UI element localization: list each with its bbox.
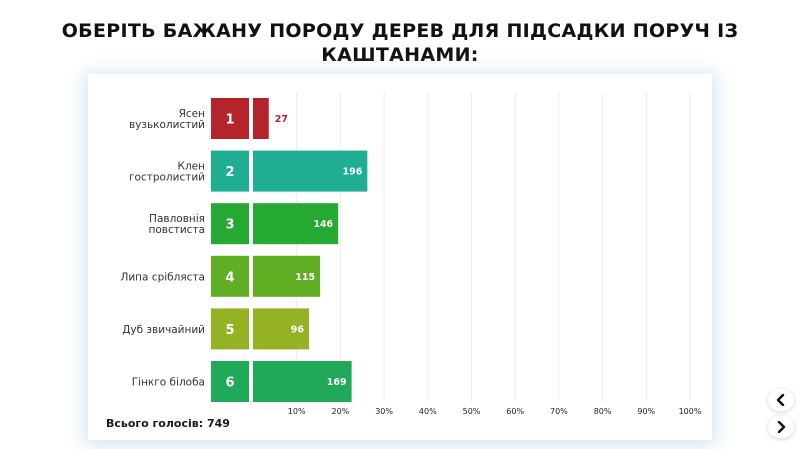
rank-number: 4 <box>225 270 234 285</box>
rank-badge <box>211 203 249 245</box>
x-tick-label: 100% <box>679 407 702 416</box>
chevron-left-icon <box>776 394 785 406</box>
rank-number: 6 <box>225 376 234 391</box>
rank-badge <box>211 98 249 139</box>
chevron-right-icon <box>777 421 786 433</box>
category-label: Дуб звичайний <box>122 324 205 336</box>
bar <box>253 361 352 402</box>
bar <box>253 308 310 350</box>
next-slide-button[interactable] <box>768 416 794 438</box>
bar-value-label: 169 <box>327 377 347 388</box>
bar-value-label: 27 <box>275 114 288 125</box>
x-tick-label: 80% <box>594 407 612 416</box>
x-tick-label: 30% <box>375 407 393 416</box>
rank-number: 5 <box>225 323 234 338</box>
bar <box>253 150 368 192</box>
category-label: Гінкго білоба <box>132 377 205 389</box>
x-tick-label: 60% <box>506 407 524 416</box>
x-tick-label: 70% <box>550 407 568 416</box>
x-tick-label: 10% <box>288 407 306 416</box>
rank-badge <box>211 150 249 192</box>
x-tick-label: 20% <box>332 407 350 416</box>
x-tick-label: 50% <box>463 407 481 416</box>
total-votes: Всього голосів: 749 <box>106 417 230 430</box>
bar <box>253 203 339 245</box>
chart-card <box>88 74 712 440</box>
category-label: Ясен вузьколистий <box>129 108 205 131</box>
x-tick-label: 90% <box>637 407 655 416</box>
rank-number: 1 <box>225 113 234 128</box>
rank-badge <box>211 255 249 297</box>
x-tick-label: 40% <box>419 407 437 416</box>
bar <box>253 98 269 139</box>
bar <box>253 255 321 297</box>
rank-number: 2 <box>225 165 234 180</box>
rank-number: 3 <box>225 218 234 233</box>
rank-badge <box>211 308 249 350</box>
bar-value-label: 146 <box>313 219 333 230</box>
prev-slide-button[interactable] <box>768 389 794 411</box>
rank-badge <box>211 361 249 402</box>
bar-value-label: 96 <box>291 324 305 335</box>
page-title: ОБЕРІТЬ БАЖАНУ ПОРОДУ ДЕРЕВ ДЛЯ ПІДСАДКИ… <box>61 20 739 66</box>
bar-value-label: 196 <box>343 167 363 178</box>
category-label: Липа срібляста <box>120 271 205 283</box>
bar-value-label: 115 <box>295 272 315 283</box>
category-label: Клен гостролистий <box>129 161 205 184</box>
category-label: Павловнія повстиста <box>148 213 205 236</box>
